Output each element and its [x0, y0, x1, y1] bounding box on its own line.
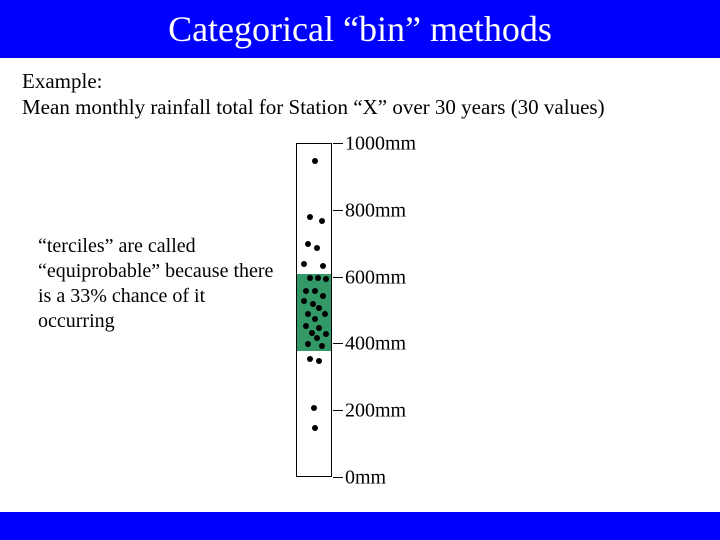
data-point	[307, 214, 313, 220]
axis-tick	[333, 210, 343, 211]
data-point	[316, 358, 322, 364]
rainfall-chart: 1000mm800mm600mm400mm200mm0mm	[296, 143, 332, 477]
example-text: Example: Mean monthly rainfall total for…	[22, 68, 605, 121]
axis-label: 200mm	[345, 400, 406, 423]
page-title: Categorical “bin” methods	[168, 8, 552, 50]
axis-label: 800mm	[345, 199, 406, 222]
axis-label: 0mm	[345, 467, 386, 490]
data-point	[303, 288, 309, 294]
data-point	[301, 261, 307, 267]
data-point	[305, 241, 311, 247]
data-point	[316, 325, 322, 331]
data-point	[311, 405, 317, 411]
terciles-note: “terciles” are called “equiprobable” bec…	[38, 234, 280, 334]
data-point	[314, 335, 320, 341]
example-line-2: Mean monthly rainfall total for Station …	[22, 94, 605, 120]
data-point	[307, 356, 313, 362]
data-point	[303, 323, 309, 329]
axis-label: 600mm	[345, 266, 406, 289]
data-point	[312, 288, 318, 294]
data-point	[312, 158, 318, 164]
data-point	[315, 275, 321, 281]
axis-tick	[333, 277, 343, 278]
data-point	[320, 293, 326, 299]
axis-label: 400mm	[345, 333, 406, 356]
axis-tick	[333, 143, 343, 144]
data-point	[316, 305, 322, 311]
axis-tick	[333, 343, 343, 344]
footer-bar	[0, 512, 720, 540]
axis-tick	[333, 477, 343, 478]
example-line-1: Example:	[22, 68, 605, 94]
title-banner: Categorical “bin” methods	[0, 0, 720, 58]
data-point	[312, 425, 318, 431]
axis-label: 1000mm	[345, 133, 416, 156]
chart-column: 1000mm800mm600mm400mm200mm0mm	[296, 143, 332, 477]
data-point	[320, 263, 326, 269]
axis-tick	[333, 410, 343, 411]
data-point	[314, 245, 320, 251]
data-point	[319, 218, 325, 224]
data-point	[307, 275, 313, 281]
